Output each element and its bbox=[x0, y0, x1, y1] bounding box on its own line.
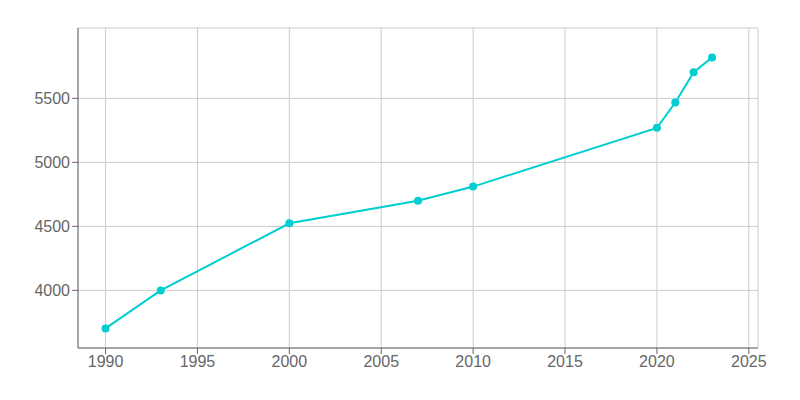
svg-text:2020: 2020 bbox=[639, 353, 675, 370]
svg-text:4500: 4500 bbox=[34, 218, 70, 235]
svg-text:2015: 2015 bbox=[547, 353, 583, 370]
svg-text:1995: 1995 bbox=[180, 353, 216, 370]
svg-text:2010: 2010 bbox=[455, 353, 491, 370]
svg-text:2005: 2005 bbox=[363, 353, 399, 370]
svg-text:5000: 5000 bbox=[34, 154, 70, 171]
svg-text:1990: 1990 bbox=[88, 353, 124, 370]
svg-text:2025: 2025 bbox=[731, 353, 767, 370]
svg-text:5500: 5500 bbox=[34, 90, 70, 107]
svg-text:4000: 4000 bbox=[34, 282, 70, 299]
svg-text:2000: 2000 bbox=[272, 353, 308, 370]
